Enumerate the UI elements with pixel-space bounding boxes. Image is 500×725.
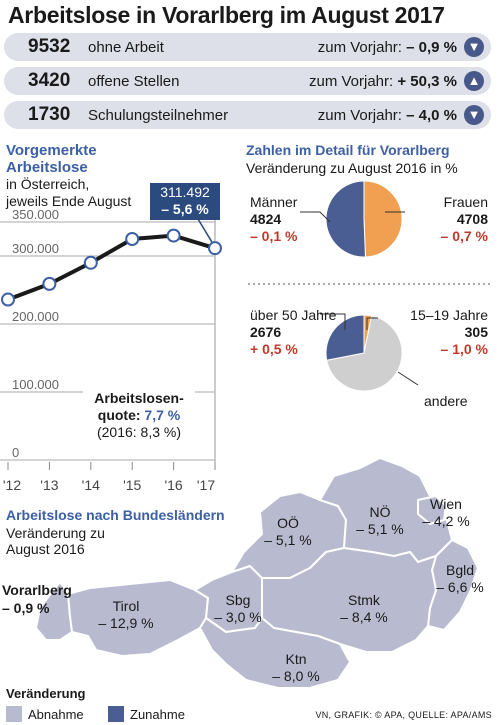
label-oberoesterreich: OÖ – 5,1 % <box>264 515 312 548</box>
women-label-group: Frauen 4708 – 0,7 % <box>440 194 488 244</box>
data-point <box>83 255 98 270</box>
legend-title: Veränderung <box>6 686 86 701</box>
age-pie <box>325 314 403 392</box>
gender-pie <box>325 180 403 258</box>
quote-box: Arbeitslosen- quote: 7,7 % (2016: 8,3 %) <box>83 390 195 441</box>
label-kaernten: Ktn – 8,0 % <box>272 651 320 684</box>
region-kaernten <box>199 617 351 689</box>
y-tick-label: 0 <box>12 445 19 460</box>
label-steiermark: Stmk – 8,4 % <box>340 592 388 625</box>
men-label-group: Männer 4824 – 0,1 % <box>250 194 298 244</box>
data-point <box>1 292 15 307</box>
leader-youth <box>366 317 378 330</box>
data-point <box>208 241 222 256</box>
legend-increase-swatch <box>108 706 124 722</box>
callout-value: 311.492 <box>160 184 210 200</box>
data-point <box>42 276 57 291</box>
label-niederoesterreich: NÖ – 5,1 % <box>356 504 404 537</box>
source-credit: VN, GRAFIK: © APA, QUELLE: APA/AMS <box>315 710 492 720</box>
series-line <box>7 233 216 302</box>
region-tirol <box>67 579 209 657</box>
legend-decrease-swatch <box>6 706 22 722</box>
detail-subtitle: Veränderung zu August 2016 in % <box>246 160 458 176</box>
pie-slice <box>325 314 365 361</box>
line-chart-title: Vorgemerkte Arbeitslose <box>6 142 97 176</box>
arrow-down-icon: ▼ <box>464 105 484 125</box>
y-tick-label: 300.000 <box>12 241 59 256</box>
pie-charts <box>248 180 492 392</box>
x-tick-label: '13 <box>40 477 58 493</box>
callout-pointer <box>197 218 213 243</box>
summary-change: zum Vorjahr: – 4,0 % <box>317 107 457 124</box>
callout-change: – 5,6 % <box>161 201 209 217</box>
legend-decrease-label: Abnahme <box>28 707 84 722</box>
label-salzburg: Sbg – 3,0 % <box>214 592 262 625</box>
summary-change: zum Vorjahr: – 0,9 % <box>317 39 457 56</box>
summary-number: 1730 <box>28 104 71 125</box>
detail-title: Zahlen im Detail für Vorarlberg <box>246 142 450 158</box>
label-burgenland: Bgld – 6,6 % <box>436 562 484 595</box>
region-wien <box>417 495 447 525</box>
summary-number: 9532 <box>28 36 71 57</box>
map-subtitle: Veränderung zu August 2016 <box>6 525 105 557</box>
summary-number: 3420 <box>28 70 71 91</box>
other-label: andere <box>424 393 468 409</box>
over50-label-group: über 50 Jahre 2676 + 0,5 % <box>250 307 337 357</box>
x-tick-label: '16 <box>164 477 182 493</box>
x-tick-label: '17 <box>197 477 215 493</box>
map-title: Arbeitslose nach Bundesländern <box>6 507 225 523</box>
label-vorarlberg: Vorarlberg – 0,9 % <box>2 582 72 616</box>
summary-change: zum Vorjahr: + 50,3 % <box>308 73 457 90</box>
pie-slice <box>325 180 366 258</box>
summary-label: offene Stellen <box>88 73 180 90</box>
arrow-up-icon: ▲ <box>464 71 484 91</box>
legend-increase-label: Zunahme <box>130 707 185 722</box>
page-title: Arbeitslose in Vorarlberg im August 2017 <box>8 2 445 28</box>
summary-label: ohne Arbeit <box>88 39 164 56</box>
line-chart-subtitle: in Österreich, jeweils Ende August <box>6 176 132 209</box>
leader-other <box>397 371 419 386</box>
youth-label-group: 15–19 Jahre 305 – 1,0 % <box>410 307 488 357</box>
leader-men <box>300 211 331 223</box>
pie-slice <box>363 180 403 258</box>
line-chart: 0 100.000 200.000 300.000 350.000 '12 '13 '14 '… <box>0 207 222 493</box>
summary-row-unemployed: 9532 ohne Arbeit zum Vorjahr: – 0,9 % ▼ <box>4 33 491 61</box>
summary-row-openings: 3420 offene Stellen zum Vorjahr: + 50,3 … <box>4 67 491 95</box>
summary-label: Schulungsteilnehmer <box>88 107 229 124</box>
y-tick-label: 200.000 <box>12 309 59 324</box>
summary-row-trainees: 1730 Schulungsteilnehmer zum Vorjahr: – … <box>4 101 491 129</box>
callout-box: 311.492 – 5,6 % <box>150 183 220 220</box>
data-point <box>125 232 140 246</box>
data-point <box>166 228 181 243</box>
leader-over50 <box>320 313 346 330</box>
y-tick-label: 350.000 <box>12 207 59 222</box>
label-tirol: Tirol – 12,9 % <box>98 598 154 631</box>
x-tick-label: '12 <box>3 477 21 493</box>
label-wien: Wien – 4,2 % <box>422 496 470 529</box>
x-tick-label: '15 <box>123 477 141 493</box>
y-tick-label: 100.000 <box>12 377 59 392</box>
x-tick-label: '14 <box>82 477 100 493</box>
arrow-down-icon: ▼ <box>464 37 484 57</box>
